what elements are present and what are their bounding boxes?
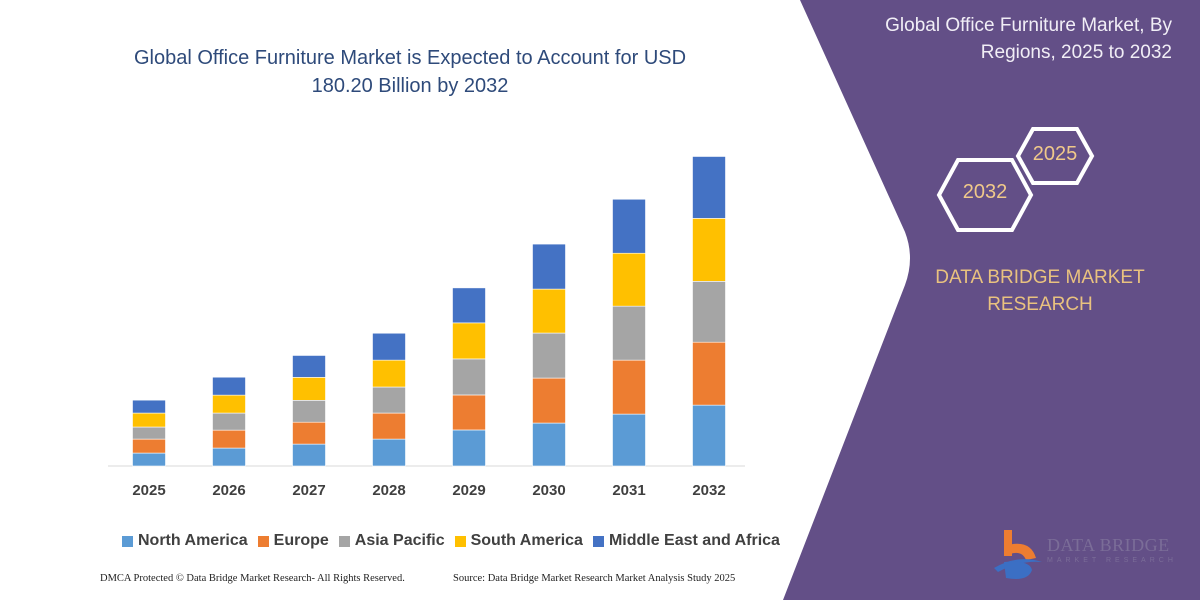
legend-swatch [122, 535, 133, 547]
bar-segment-2029-south-america [452, 322, 486, 360]
x-tick-label: 2031 [612, 482, 645, 499]
legend-label: North America [138, 532, 248, 549]
bar-segment-2029-asia-pacific [452, 358, 486, 396]
legend-label: Europe [273, 532, 329, 549]
bar-segment-2032-middle-east-and-africa [692, 156, 726, 219]
bar-segment-2030-south-america [532, 288, 566, 334]
bar-segment-2027-europe [292, 421, 326, 445]
legend-swatch [454, 535, 466, 547]
bar-segment-2028-europe [372, 412, 406, 440]
hex-end-year: 2032 [962, 181, 1008, 203]
legend-label: Asia Pacific [354, 532, 445, 549]
legend: North America Europe Asia Pacific South Ame… [122, 532, 780, 550]
bar-segment-2029-middle-east-and-africa [452, 287, 486, 324]
bar-segment-2025-europe [132, 438, 166, 454]
x-tick-label: 2032 [692, 482, 725, 499]
x-tick-label: 2030 [532, 482, 565, 499]
bar-segment-2026-north-america [212, 447, 246, 467]
legend-swatch [257, 535, 269, 547]
brand-name: DATA BRIDGE MARKET RESEARCH [935, 267, 1145, 315]
bar-segment-2025-asia-pacific [132, 426, 166, 440]
bar-segment-2030-north-america [532, 422, 566, 467]
bar-segment-2028-south-america [372, 359, 406, 388]
x-tick-label: 2026 [212, 482, 245, 499]
side-title: Global Office Furniture Market, By Regio… [885, 15, 1172, 63]
bar-segment-2030-middle-east-and-africa [532, 243, 566, 290]
bar-segment-2029-europe [452, 394, 486, 431]
legend-swatch [338, 535, 350, 547]
bar-segment-2031-europe [612, 359, 646, 415]
x-tick-label: 2027 [292, 482, 325, 499]
bar-segment-2025-middle-east-and-africa [132, 399, 166, 414]
legend-item: Asia Pacific [338, 532, 445, 550]
bar-segment-2027-middle-east-and-africa [292, 355, 326, 378]
bar-segment-2025-south-america [132, 412, 166, 428]
bar-segment-2032-asia-pacific [692, 281, 726, 343]
bar-segment-2030-asia-pacific [532, 332, 566, 379]
bar-segment-2028-asia-pacific [372, 386, 406, 414]
x-tick-label: 2029 [452, 482, 485, 499]
x-tick-label: 2025 [132, 482, 165, 499]
legend-swatch [592, 535, 604, 547]
footer-copyright: DMCA Protected © Data Bridge Market Rese… [100, 573, 405, 584]
bar-segment-2027-south-america [292, 377, 326, 401]
bar-segment-2027-asia-pacific [292, 400, 326, 423]
bar-segment-2026-south-america [212, 394, 246, 414]
bar-segment-2031-south-america [612, 252, 646, 307]
legend-item: Europe [257, 532, 329, 550]
bar-segment-2032-europe [692, 341, 726, 406]
legend-item: Middle East and Africa [592, 532, 780, 550]
bar-segment-2031-middle-east-and-africa [612, 198, 646, 254]
bar-segment-2031-north-america [612, 413, 646, 467]
footer-source: Source: Data Bridge Market Research Mark… [453, 573, 736, 584]
bar-segment-2029-north-america [452, 429, 486, 467]
bar-segment-2026-asia-pacific [212, 412, 246, 431]
x-tick-label: 2028 [372, 482, 405, 499]
bar-segment-2026-europe [212, 429, 246, 449]
bar-segment-2030-europe [532, 377, 566, 424]
legend-label: South America [470, 532, 583, 549]
data-bridge-logo-icon [994, 530, 1042, 579]
chart-title: Global Office Furniture Market is Expect… [133, 47, 687, 97]
legend-item: North America [122, 532, 248, 550]
legend-label: Middle East and Africa [608, 532, 780, 549]
bar-segment-2025-north-america [132, 452, 166, 467]
stacked-bar-chart: 2025 2026 2027 2028 2029 2030 2031 2032 [108, 156, 745, 499]
bar-segment-2026-middle-east-and-africa [212, 376, 246, 396]
legend-item: South America [454, 532, 583, 550]
bar-segment-2032-south-america [692, 218, 726, 282]
hexagon-2025: 2025 [1015, 126, 1095, 186]
hex-start-year: 2025 [1032, 143, 1078, 165]
bar-segment-2031-asia-pacific [612, 305, 646, 361]
bar-segment-2032-north-america [692, 404, 726, 467]
logo-subtext: MARKET RESEARCH [1047, 557, 1177, 564]
hexagon-2032: 2032 [936, 157, 1034, 233]
bar-segment-2028-middle-east-and-africa [372, 332, 406, 361]
bar-segment-2028-north-america [372, 438, 406, 467]
logo-text: DATA BRIDGE [1047, 535, 1170, 555]
bar-segment-2027-north-america [292, 443, 326, 467]
